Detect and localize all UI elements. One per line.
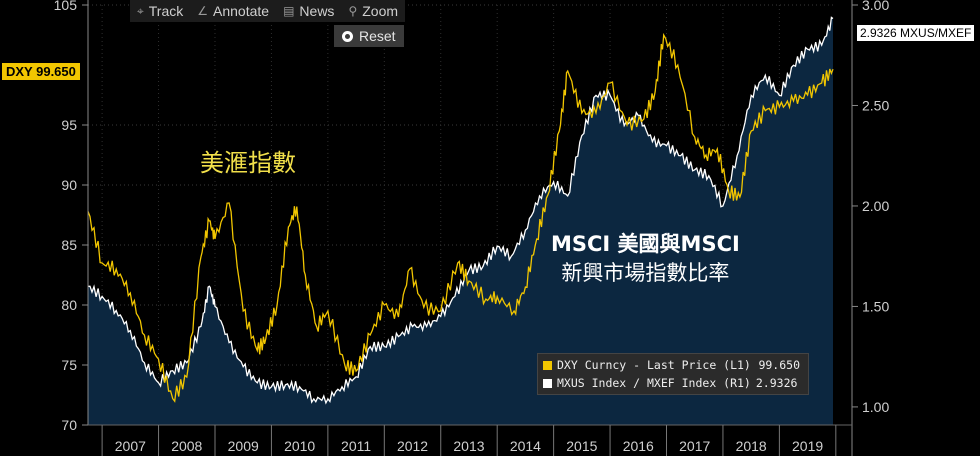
chart-legend: DXY Curncy - Last Price (L1) 99.650 MXUS…	[537, 353, 809, 395]
news-button[interactable]: ▤ News	[276, 0, 341, 22]
x-tick-label: 2009	[228, 438, 259, 454]
ratio-annotation-line2: 新興市場指數比率	[561, 261, 730, 285]
right-axis-ticks: 1.00 1.50 2.00 2.50 3.00	[852, 0, 889, 415]
news-icon: ▤	[283, 4, 295, 18]
x-tick-label: 2019	[792, 438, 823, 454]
reset-button[interactable]: Reset	[334, 25, 404, 47]
x-tick-label: 2011	[341, 438, 371, 454]
x-tick-label: 2016	[623, 438, 654, 454]
left-tick-label: 95	[61, 117, 77, 133]
legend-item-ratio: MXUS Index / MXEF Index (R1) 2.9326	[538, 374, 808, 392]
right-tick-label: 2.50	[862, 97, 889, 113]
x-tick-label: 2013	[453, 438, 484, 454]
x-tick-label: 2014	[510, 438, 541, 454]
legend-ratio-name: MXUS Index / MXEF Index (R1)	[557, 376, 751, 390]
dxy-last-value-tag: DXY 99.650	[2, 63, 80, 80]
dxy-series-line	[87, 32, 834, 403]
magnifier-icon: ⚲	[348, 4, 358, 18]
ratio-swatch	[543, 378, 552, 388]
annotate-label: Annotate	[213, 3, 270, 19]
legend-dxy-name: DXY Curncy - Last Price (L1)	[557, 358, 751, 372]
pencil-icon: ∠	[197, 4, 209, 18]
legend-item-dxy: DXY Curncy - Last Price (L1) 99.650	[538, 356, 808, 374]
right-tick-label: 2.00	[862, 198, 889, 214]
track-label: Track	[148, 3, 184, 19]
ratio-series-line	[88, 16, 834, 405]
crosshair-icon: ⌖	[137, 3, 144, 18]
ratio-area-fill	[88, 17, 833, 426]
x-tick-label: 2015	[566, 438, 597, 454]
x-tick-label: 2017	[679, 438, 710, 454]
x-tick-label: 2018	[736, 438, 767, 454]
x-tick-label: 2008	[171, 438, 202, 454]
left-tick-label: 85	[61, 237, 77, 253]
legend-ratio-value: 2.9326	[755, 376, 798, 390]
chart-toolbar: ⌖ Track ∠ Annotate ▤ News ⚲ Zoom	[130, 0, 406, 22]
right-tick-label: 1.50	[862, 298, 889, 314]
annotate-button[interactable]: ∠ Annotate	[190, 0, 276, 22]
left-tick-label: 80	[61, 297, 77, 313]
reset-icon	[342, 30, 353, 42]
left-tick-label: 105	[54, 0, 78, 13]
ratio-last-value-tag: 2.9326 MXUS/MXEF	[857, 25, 975, 41]
track-button[interactable]: ⌖ Track	[130, 0, 190, 22]
x-tick-label: 2010	[284, 438, 315, 454]
dxy-swatch	[543, 360, 552, 370]
right-tick-label: 1.00	[862, 399, 889, 415]
ratio-annotation-line1: MSCI 美國與MSCI	[551, 232, 740, 256]
left-tick-label: 75	[61, 357, 77, 373]
ratio-annotation: MSCI 美國與MSCI 新興市場指數比率	[551, 230, 740, 288]
dxy-annotation: 美滙指數	[200, 149, 296, 177]
reset-label: Reset	[359, 28, 396, 44]
legend-dxy-value: 99.650	[758, 358, 800, 372]
zoom-button[interactable]: ⚲ Zoom	[341, 0, 405, 22]
left-tick-label: 70	[61, 417, 77, 433]
x-axis-ticks: 2007 2008 2009 2010 2011 2012 2013 2014 2015 2016…	[101, 425, 837, 456]
left-axis-ticks: 70 75 80 85 90 95 105	[54, 0, 88, 433]
left-tick-label: 90	[61, 177, 77, 193]
x-tick-label: 2007	[115, 438, 146, 454]
news-label: News	[299, 3, 335, 19]
right-tick-label: 3.00	[862, 0, 889, 13]
zoom-label: Zoom	[362, 3, 399, 19]
x-tick-label: 2012	[397, 438, 428, 454]
